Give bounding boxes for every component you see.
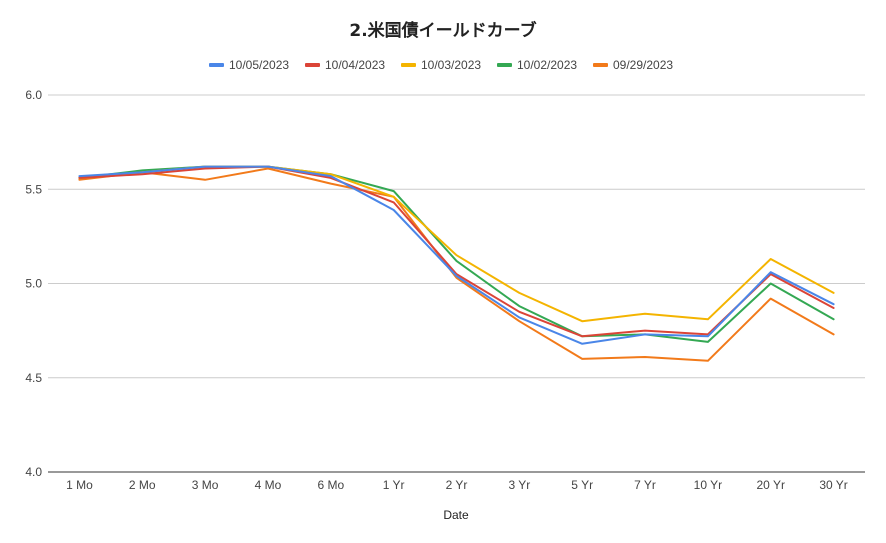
legend-item[interactable]: 10/05/2023 [209,58,289,72]
y-axis-ticks: 4.0 4.5 5.0 5.5 6.0 [25,88,42,479]
legend-item[interactable]: 10/03/2023 [401,58,481,72]
legend-label: 10/02/2023 [517,58,577,72]
x-axis-ticks: 1 Mo 2 Mo 3 Mo 4 Mo 6 Mo 1 Yr 2 Yr 3 Yr 5 Yr 7 Yr… [66,478,848,492]
x-tick-label: 10 Yr [694,478,722,492]
x-tick-label: 2 Yr [446,478,468,492]
series-line[interactable] [78,167,835,362]
chart-title: 2.米国債イールドカーブ [349,20,536,41]
legend-item[interactable]: 10/02/2023 [497,58,577,72]
series-line[interactable] [78,165,835,323]
legend-swatch [593,63,608,67]
x-tick-label: 4 Mo [255,478,282,492]
x-tick-label: 2 Mo [129,478,156,492]
legend: 10/05/2023 10/04/2023 10/03/2023 10/02/2023… [209,58,673,72]
x-tick-label: 1 Mo [66,478,93,492]
x-tick-label: 1 Yr [383,478,405,492]
gridlines [48,94,865,473]
x-tick-label: 6 Mo [317,478,344,492]
x-tick-label: 20 Yr [756,478,784,492]
legend-swatch [209,63,224,67]
legend-swatch [497,63,512,67]
series-line[interactable] [78,165,835,338]
y-tick-label: 4.0 [25,465,42,479]
legend-item[interactable]: 10/04/2023 [305,58,385,72]
legend-swatch [401,63,416,67]
legend-item[interactable]: 09/29/2023 [593,58,673,72]
legend-label: 10/05/2023 [229,58,289,72]
x-tick-label: 3 Yr [508,478,530,492]
y-tick-label: 4.5 [25,371,42,385]
legend-label: 10/04/2023 [325,58,385,72]
legend-label: 10/03/2023 [421,58,481,72]
x-tick-label: 30 Yr [819,478,847,492]
y-tick-label: 5.0 [25,277,42,291]
x-tick-label: 5 Yr [571,478,593,492]
legend-label: 09/29/2023 [613,58,673,72]
legend-swatch [305,63,320,67]
y-tick-label: 6.0 [25,88,42,102]
x-tick-label: 3 Mo [192,478,219,492]
x-tick-label: 7 Yr [634,478,656,492]
series-lines [78,165,835,362]
y-tick-label: 5.5 [25,182,42,196]
series-line[interactable] [78,165,835,345]
x-axis-title: Date [443,508,469,522]
